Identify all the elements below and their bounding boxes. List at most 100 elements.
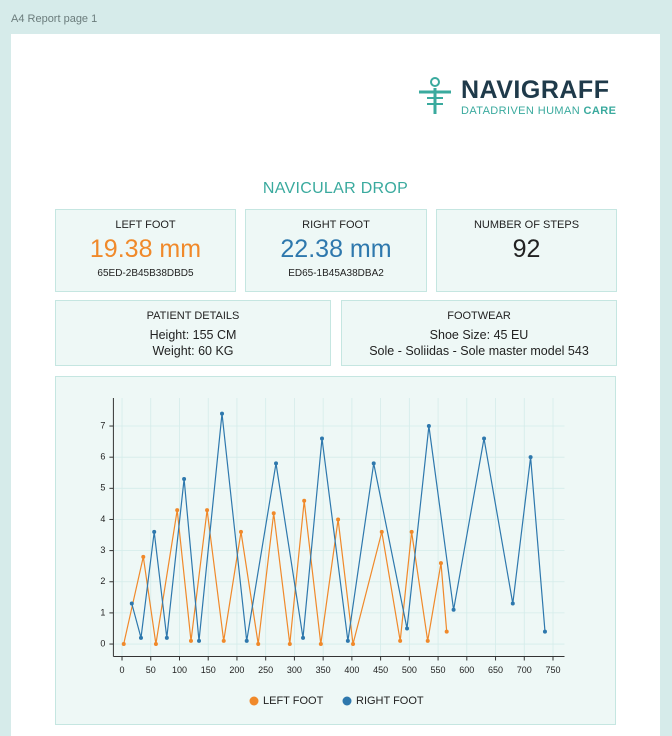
point [444, 629, 449, 634]
point [371, 461, 376, 466]
x-tick-label: 450 [373, 665, 388, 675]
x-tick-label: 0 [120, 665, 125, 675]
point [451, 607, 456, 612]
point [244, 638, 249, 643]
point [351, 642, 356, 647]
y-tick-label: 2 [100, 576, 105, 586]
point [188, 638, 193, 643]
logo-tagline: DATADRIVEN HUMAN CARE [461, 105, 616, 117]
x-tick-label: 150 [201, 665, 216, 675]
point [153, 642, 158, 647]
point [542, 629, 547, 634]
point [398, 638, 403, 643]
logo: NAVIGRAFF DATADRIVEN HUMAN CARE [415, 76, 625, 117]
report-page: NAVIGRAFF DATADRIVEN HUMAN CARE NAVICULA… [11, 34, 660, 736]
point [205, 508, 210, 513]
point [220, 411, 225, 416]
x-tick-label: 600 [459, 665, 474, 675]
y-tick-label: 0 [100, 638, 105, 648]
point [152, 529, 157, 534]
point [138, 635, 143, 640]
point [182, 476, 187, 481]
point [197, 638, 202, 643]
point [121, 642, 126, 647]
point [379, 529, 384, 534]
y-tick-label: 3 [100, 545, 105, 555]
x-tick-label: 700 [517, 665, 532, 675]
section-title: NAVICULAR DROP [262, 180, 409, 197]
point [345, 638, 350, 643]
card-value: 92 [512, 235, 541, 263]
card-value: 22.38 mm [280, 235, 392, 263]
y-tick-label: 5 [100, 483, 105, 493]
left-foot-card: LEFT FOOT 19.38 mm 65ED-2B45B38DBD5 [55, 209, 236, 292]
logo-name: NAVIGRAFF [461, 76, 610, 104]
right-foot-card: RIGHT FOOT 22.38 mm ED65-1B45A38DBA2 [245, 209, 427, 292]
card-label: RIGHT FOOT [302, 219, 370, 231]
footwear-card: FOOTWEAR Shoe Size: 45 EU Sole - Soliida… [341, 300, 617, 366]
point [256, 642, 261, 647]
card-label: PATIENT DETAILS [146, 310, 240, 322]
legend-swatch [249, 696, 259, 706]
x-tick-label: 250 [258, 665, 273, 675]
point [426, 424, 431, 429]
point [409, 529, 414, 534]
y-tick-label: 6 [100, 452, 105, 462]
point [528, 455, 533, 460]
point [301, 635, 306, 640]
x-tick-label: 650 [488, 665, 503, 675]
point [141, 554, 146, 559]
logo-icon [419, 77, 451, 114]
series-line [131, 413, 546, 641]
x-tick-label: 200 [229, 665, 244, 675]
x-tick-label: 400 [344, 665, 359, 675]
patient-card: PATIENT DETAILS Height: 155 CM Weight: 6… [55, 300, 331, 366]
card-id: ED65-1B45A38DBA2 [288, 268, 384, 279]
x-tick-label: 500 [402, 665, 417, 675]
point [274, 461, 279, 466]
point [129, 601, 134, 606]
point [175, 508, 180, 513]
point [318, 642, 323, 647]
tagline-emphasis: CARE [583, 105, 617, 117]
x-tick-label: 550 [431, 665, 446, 675]
point [221, 638, 226, 643]
card-label: LEFT FOOT [115, 219, 176, 231]
point [271, 511, 276, 516]
point [438, 561, 443, 566]
x-tick-label: 50 [146, 665, 156, 675]
frame-label: A4 Report page 1 [11, 13, 98, 25]
card-label: FOOTWEAR [447, 310, 511, 322]
point [405, 626, 410, 631]
x-tick-label: 300 [287, 665, 302, 675]
chart: 0 1 2 3 4 5 6 7 0 50 100 150 200 250 300 350 400 450 500 55… [100, 398, 565, 707]
point [238, 529, 243, 534]
card-value: 19.38 mm [89, 235, 202, 263]
y-tick-label: 1 [100, 607, 105, 617]
tagline: DATADRIVEN HUMAN [461, 105, 581, 117]
point [482, 436, 487, 441]
legend-label: LEFT FOOT [263, 695, 324, 707]
point [336, 517, 341, 522]
chart-box: 0 1 2 3 4 5 6 7 0 50 100 150 200 250 300 350 400 450 500 55… [55, 376, 616, 725]
x-tick-label: 100 [172, 665, 187, 675]
point [302, 498, 307, 503]
point [287, 642, 292, 647]
y-tick-label: 4 [100, 514, 105, 524]
point [319, 436, 324, 441]
legend-swatch [342, 696, 352, 706]
card-line: Weight: 60 KG [152, 344, 234, 358]
point [164, 635, 169, 640]
steps-card: NUMBER OF STEPS 92 [436, 209, 617, 292]
y-tick-label: 7 [100, 420, 105, 430]
card-line: Height: 155 CM [149, 328, 237, 342]
point [425, 638, 430, 643]
legend-label: RIGHT FOOT [356, 695, 424, 707]
card-id: 65ED-2B45B38DBD5 [97, 268, 194, 279]
card-line: Shoe Size: 45 EU [429, 328, 529, 342]
card-label: NUMBER OF STEPS [473, 219, 580, 231]
x-tick-label: 750 [545, 665, 560, 675]
card-line: Sole - Soliidas - Sole master model 543 [369, 344, 589, 358]
point [510, 601, 515, 606]
